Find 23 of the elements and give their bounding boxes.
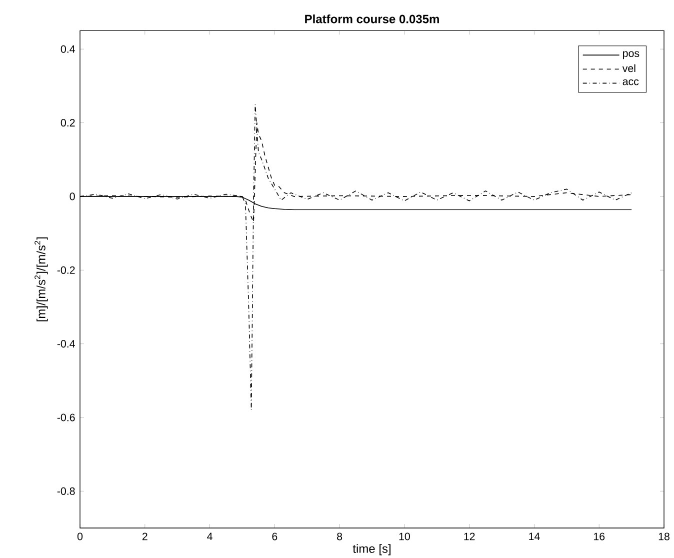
x-tick-label: 10 (399, 532, 410, 540)
y-tick-label: 0 (70, 192, 75, 200)
x-tick-label: 2 (142, 532, 148, 540)
y-axis-title: [m]/[m/s$^{2}$]/[m/s$^{2}$] (34, 237, 48, 322)
y-tick-label: 0.4 (60, 45, 75, 53)
y-tick-label: -0.6 (57, 414, 75, 422)
x-tick-label: 12 (464, 532, 475, 540)
y-tick-label: -0.8 (57, 487, 75, 495)
y-tick-label: 0.2 (60, 119, 75, 127)
x-tick-label: 18 (658, 532, 670, 540)
x-tick-label: 8 (337, 532, 342, 540)
legend-label: pos (623, 51, 640, 60)
y-tick-label: -0.2 (57, 266, 75, 274)
legend-label: acc (622, 79, 639, 86)
x-tick-label: 16 (594, 532, 605, 540)
chart-title: Platform course 0.035m (305, 14, 439, 24)
legend-label: vel (622, 64, 636, 72)
x-axis-title: time [s] (352, 544, 390, 556)
x-tick-label: 14 (529, 532, 540, 540)
x-tick-label: 0 (77, 532, 83, 540)
y-tick-label: -0.4 (57, 340, 75, 348)
x-tick-label: 6 (272, 532, 278, 540)
x-tick-label: 4 (207, 532, 212, 540)
